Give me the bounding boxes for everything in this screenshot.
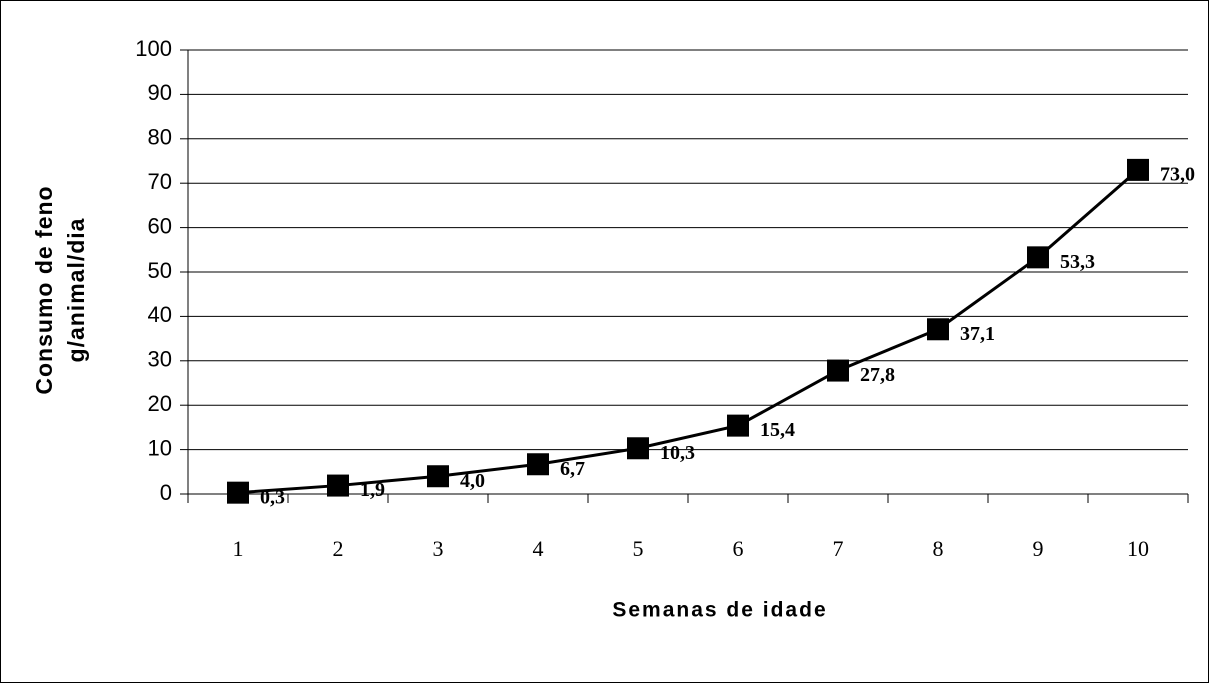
y-tick-label: 40	[148, 302, 172, 327]
y-axis-title: Consumo de feno	[31, 185, 57, 394]
y-tick-label: 100	[135, 36, 172, 61]
y-tick-label: 30	[148, 347, 172, 372]
x-tick-label: 5	[633, 536, 644, 561]
y-tick-label: 80	[148, 125, 172, 150]
x-axis-title: Semanas de idade	[612, 599, 827, 622]
x-tick-label: 10	[1127, 536, 1149, 561]
data-point	[327, 474, 349, 497]
data-point	[927, 318, 949, 341]
data-label: 4,0	[460, 470, 485, 492]
data-label: 53,3	[1060, 251, 1095, 273]
y-tick-label: 0	[160, 480, 172, 505]
data-point	[227, 481, 249, 504]
y-tick-label: 70	[148, 169, 172, 194]
data-point	[427, 465, 449, 488]
data-line	[237, 168, 1139, 495]
x-tick-label: 7	[833, 536, 844, 561]
data-point	[827, 359, 849, 382]
x-tick-label: 4	[533, 536, 544, 561]
data-point	[1127, 158, 1149, 181]
data-label: 0,3	[260, 486, 285, 508]
x-tick-label: 9	[1033, 536, 1044, 561]
data-point	[727, 414, 749, 437]
x-tick-label: 1	[233, 536, 244, 561]
data-label: 10,3	[660, 442, 695, 464]
data-label: 27,8	[860, 364, 895, 386]
x-tick-label: 3	[433, 536, 444, 561]
data-label: 1,9	[360, 479, 385, 501]
x-tick-label: 6	[733, 536, 744, 561]
y-tick-label: 20	[148, 391, 172, 416]
data-label: 37,1	[960, 323, 995, 345]
data-label: 6,7	[560, 458, 585, 480]
y-tick-label: 60	[148, 213, 172, 238]
x-tick-label: 8	[933, 536, 944, 561]
y-tick-label: 90	[148, 80, 172, 105]
data-label: 15,4	[760, 419, 795, 441]
x-tick-label: 2	[333, 536, 344, 561]
data-label: 73,0	[1160, 163, 1195, 185]
y-axis-title: g/animal/dia	[63, 218, 89, 363]
data-point	[1027, 246, 1049, 269]
data-point	[627, 437, 649, 460]
y-tick-label: 50	[148, 258, 172, 283]
data-point	[527, 453, 549, 476]
y-tick-label: 10	[148, 435, 172, 460]
